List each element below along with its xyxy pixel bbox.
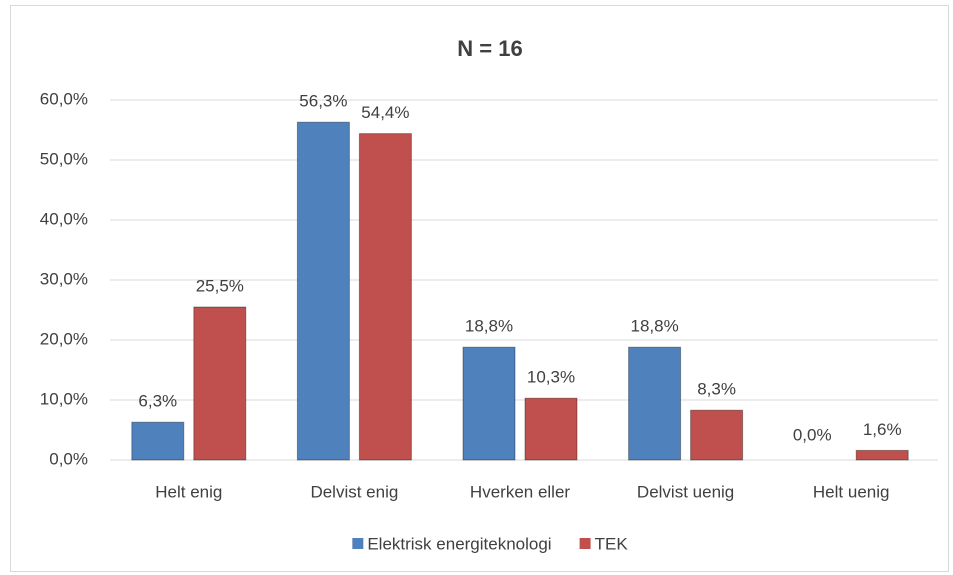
y-tick-label: 0,0% [49,449,88,468]
bar [628,346,682,461]
bar [358,133,412,461]
value-label: 25,5% [196,276,244,295]
chart-title: N = 16 [457,36,522,61]
y-tick-label: 40,0% [40,209,88,228]
bar [296,121,350,461]
y-tick-label: 20,0% [40,329,88,348]
y-tick-label: 30,0% [40,269,88,288]
bar [193,306,247,461]
x-tick-label: Helt uenig [813,482,890,501]
value-label: 0,0% [793,425,832,444]
value-label: 18,8% [465,317,513,336]
bar [524,397,578,461]
x-tick-label: Delvist uenig [637,482,734,501]
legend-swatch [352,538,364,549]
value-label: 6,3% [138,392,177,411]
y-tick-label: 10,0% [40,389,88,408]
legend-label: TEK [595,534,629,553]
value-label: 56,3% [299,92,347,111]
value-label: 1,6% [863,420,902,439]
bar [462,346,516,461]
x-tick-label: Delvist enig [310,482,398,501]
y-tick-label: 50,0% [40,149,88,168]
value-label: 18,8% [630,317,678,336]
bar [855,449,909,461]
legend-swatch [579,538,591,549]
legend-label: Elektrisk energiteknologi [367,534,551,553]
x-tick-label: Hverken eller [470,482,570,501]
bar [131,421,185,461]
value-label: 10,3% [527,368,575,387]
bar [690,409,744,461]
value-label: 8,3% [697,380,736,399]
x-tick-label: Helt enig [155,482,222,501]
y-tick-label: 60,0% [40,89,88,108]
value-label: 54,4% [361,103,409,122]
